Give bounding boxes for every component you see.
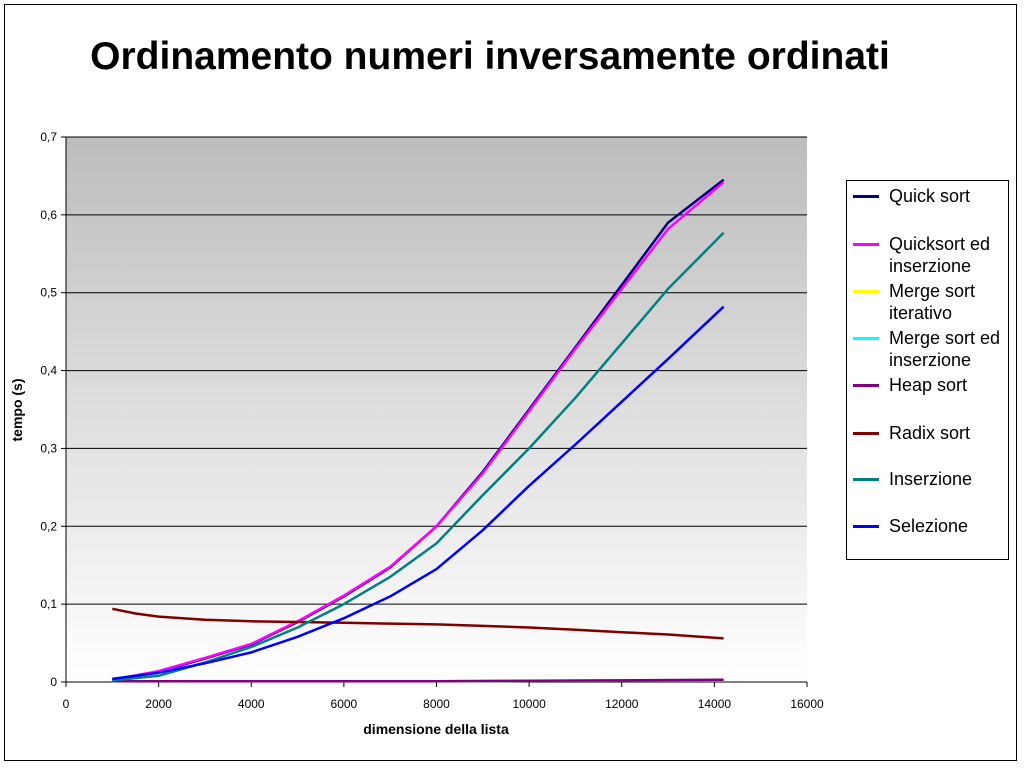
plot-background [66, 137, 807, 682]
legend-swatch [853, 478, 879, 481]
y-axis-title: tempo (s) [9, 379, 25, 442]
legend-label: Merge sort ed inserzione [889, 328, 1001, 370]
legend-swatch [853, 290, 879, 293]
legend-label: Heap sort [889, 375, 968, 395]
legend-label: Selezione [889, 516, 969, 536]
y-tick-label: 0,6 [40, 208, 57, 222]
x-tick-label: 8000 [423, 697, 450, 711]
legend-swatch [853, 195, 879, 198]
y-tick-label: 0,2 [40, 519, 57, 533]
x-axis-title: dimensione della lista [363, 721, 509, 737]
y-tick-label: 0,4 [40, 364, 57, 378]
legend-swatch [853, 432, 879, 435]
y-tick-label: 0,3 [40, 441, 57, 455]
legend: Quick sort Quicksort ed inserzione Merge s… [846, 180, 1009, 560]
x-tick-label: 16000 [790, 697, 824, 711]
series-line-heap-sort [112, 678, 724, 683]
x-tick-label: 4000 [238, 697, 265, 711]
y-tick-label: 0 [50, 675, 57, 689]
legend-label: Merge sort iterativo [889, 281, 976, 323]
chart-title: Ordinamento numeri inversamente ordinati [90, 35, 890, 78]
x-tick-label: 6000 [331, 697, 358, 711]
y-tick-label: 0,7 [40, 130, 57, 144]
series-lines [112, 178, 725, 683]
legend-swatch [853, 525, 879, 528]
x-tick-label: 2000 [145, 697, 172, 711]
legend-label: Quicksort ed inserzione [889, 234, 991, 276]
x-tick-label: 0 [63, 697, 70, 711]
legend-swatch [853, 337, 879, 340]
x-tick-label: 10000 [512, 697, 546, 711]
legend-label: Quick sort [889, 186, 971, 206]
legend-label: Radix sort [889, 423, 971, 443]
series-line-quicksort-ed-inserzione [112, 181, 725, 681]
series-line-radix-sort [112, 607, 724, 640]
y-tick-label: 0,5 [40, 286, 57, 300]
legend-swatch [853, 384, 879, 387]
legend-swatch [853, 243, 879, 246]
x-tick-label: 14000 [698, 697, 732, 711]
legend-label: Inserzione [889, 469, 973, 489]
series-line-inserzione [112, 231, 725, 682]
series-line-selezione [112, 305, 725, 681]
x-tick-label: 12000 [605, 697, 639, 711]
y-tick-label: 0,1 [40, 597, 57, 611]
